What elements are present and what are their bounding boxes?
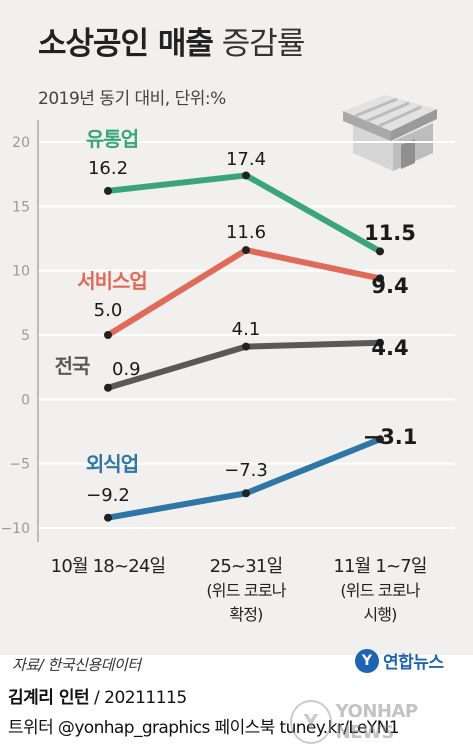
x-category-note: 시행) xyxy=(363,605,396,624)
data-point xyxy=(376,247,384,256)
data-label: −7.3 xyxy=(224,460,268,481)
data-label: 5.0 xyxy=(94,300,123,321)
x-category-note: 확정) xyxy=(229,605,262,624)
y-tick-label: −5 xyxy=(9,457,30,473)
data-label: 11.6 xyxy=(226,222,266,243)
y-tick-label: 5 xyxy=(21,328,30,344)
data-label: −9.2 xyxy=(86,485,130,506)
data-label: 11.5 xyxy=(364,221,416,245)
x-category-label: 11월 1~7일 xyxy=(333,556,426,577)
data-label: 4.1 xyxy=(232,319,261,340)
data-point xyxy=(376,338,384,347)
y-tick-label: 15 xyxy=(12,199,30,215)
data-point xyxy=(242,171,250,180)
data-label: 16.2 xyxy=(88,158,128,179)
y-tick-label: 10 xyxy=(12,264,30,280)
data-point xyxy=(242,489,250,498)
series-name-label: 전국 xyxy=(55,354,90,378)
title-light: 증감률 xyxy=(221,26,306,62)
data-point xyxy=(242,342,250,351)
x-category-label: 10월 18~24일 xyxy=(51,556,166,577)
data-point xyxy=(376,435,384,444)
watermark-text: YONHAP NEWS xyxy=(335,701,418,743)
storefront-icon xyxy=(343,95,437,171)
yonhap-watermark: Y YONHAP NEWS xyxy=(290,700,473,744)
data-point xyxy=(104,186,112,195)
data-label: 4.4 xyxy=(371,336,408,360)
yonhap-logo-text: 연합뉴스 xyxy=(383,653,444,673)
source-note: 자료/ 한국신용데이터 xyxy=(12,656,141,674)
data-label: 0.9 xyxy=(112,359,141,380)
x-category-note: (위드 코로나 xyxy=(206,581,286,600)
y-tick-label: −10 xyxy=(0,521,30,537)
series-name-label: 외식업 xyxy=(86,452,138,476)
data-point xyxy=(104,383,112,392)
credit-date: / 20211115 xyxy=(89,688,187,708)
series-name-label: 서비스업 xyxy=(77,269,147,293)
y-tick-label: 0 xyxy=(21,392,30,408)
data-label: −3.1 xyxy=(363,425,418,449)
watermark-icon: Y xyxy=(290,700,332,744)
data-point xyxy=(376,274,384,283)
title-bold: 소상공인 매출 xyxy=(38,26,214,62)
yonhap-logo-icon: Y xyxy=(355,648,379,673)
data-label: 9.4 xyxy=(371,274,408,298)
series-name-label: 유통업 xyxy=(86,127,138,151)
x-category-label: 25~31일 xyxy=(210,556,283,577)
x-category-note: (위드 코로나 xyxy=(340,581,420,600)
data-label: 17.4 xyxy=(226,149,266,170)
chart-subtitle: 2019년 동기 대비, 단위:% xyxy=(38,89,226,109)
data-point xyxy=(242,246,250,255)
data-point xyxy=(104,513,112,522)
yonhap-logo: Y 연합뉴스 xyxy=(355,648,444,673)
credit-author: 김계리 인턴 xyxy=(8,688,90,708)
credit-line: 김계리 인턴 / 20211115 xyxy=(8,683,187,708)
data-point xyxy=(104,331,112,339)
page-title: 소상공인 매출 증감률 xyxy=(38,18,306,63)
y-tick-label: 20 xyxy=(12,135,30,151)
